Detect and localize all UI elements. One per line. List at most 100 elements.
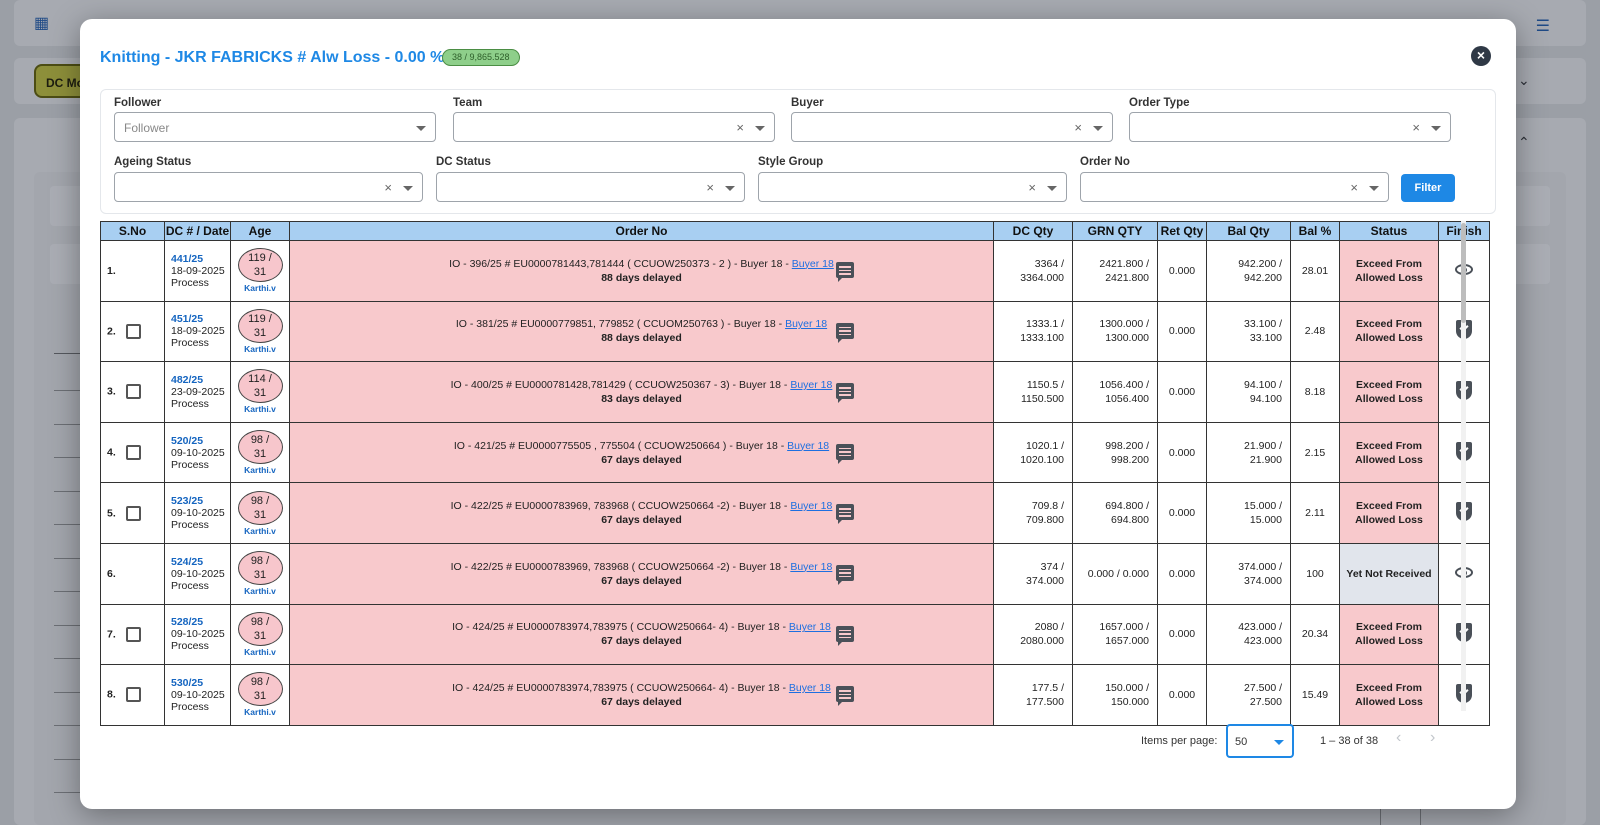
- table-row[interactable]: 4. 520/25 09-10-2025 Process 98 /31 Karthi.v I…: [100, 421, 1490, 484]
- dc-number-link[interactable]: 451/25: [171, 313, 204, 326]
- buyer-link[interactable]: Buyer 18: [788, 621, 831, 634]
- table-scrollbar[interactable]: [1461, 221, 1466, 711]
- clear-icon[interactable]: ×: [736, 120, 744, 135]
- dc-date: 23-09-2025: [171, 385, 225, 398]
- items-per-page-select[interactable]: 50: [1226, 724, 1294, 758]
- dc-number-link[interactable]: 530/25: [171, 676, 204, 689]
- table-row[interactable]: 1. 441/25 18-09-2025 Process 119 /31 Karthi.v…: [100, 240, 1490, 302]
- table-row[interactable]: 3. 482/25 23-09-2025 Process 114 /31 Karthi.v…: [100, 361, 1490, 423]
- clear-icon[interactable]: ×: [1350, 180, 1358, 195]
- table-row[interactable]: 7. 528/25 09-10-2025 Process 98 /31 Karthi.v I…: [100, 603, 1490, 666]
- items-per-page-label: Items per page:: [1141, 735, 1218, 747]
- close-icon[interactable]: ×: [1471, 46, 1491, 66]
- row-checkbox[interactable]: [125, 445, 141, 461]
- col-header-bal-qty[interactable]: Bal Qty: [1206, 221, 1291, 241]
- dc-number-link[interactable]: 441/25: [171, 252, 204, 265]
- order-line: IO - 421/25 # EU0000775505 , 775504 ( CC…: [290, 439, 993, 453]
- style-group-select[interactable]: ×: [758, 172, 1067, 202]
- follower-select[interactable]: Follower: [114, 112, 436, 142]
- buyer-link[interactable]: Buyer 18: [785, 318, 828, 331]
- cell-age: 98 /31 Karthi.v: [230, 603, 290, 666]
- col-header-order[interactable]: Order No: [289, 221, 994, 241]
- dc-number-link[interactable]: 520/25: [171, 434, 204, 447]
- dc-number-link[interactable]: 482/25: [171, 373, 204, 386]
- cell-ret-qty: 0.000: [1157, 482, 1207, 544]
- row-checkbox[interactable]: [125, 687, 141, 703]
- buyer-link[interactable]: Buyer 18: [788, 681, 831, 694]
- cell-bal-qty: 942.200 /942.200: [1206, 240, 1291, 302]
- comment-icon[interactable]: [836, 262, 854, 282]
- comment-icon[interactable]: [836, 322, 854, 343]
- filter-button[interactable]: Filter: [1401, 174, 1455, 202]
- delay-text: 67 days delayed: [601, 695, 682, 708]
- row-number: 1.: [107, 264, 116, 277]
- cell-ret-qty: 0.000: [1157, 421, 1207, 484]
- cell-ret-qty: 0.000: [1157, 542, 1207, 605]
- col-header-dc[interactable]: DC # / Date: [164, 221, 231, 241]
- cell-sno: 2.: [100, 300, 165, 363]
- follower-name: Karthi.v: [244, 525, 276, 536]
- comment-icon[interactable]: [836, 564, 854, 585]
- clear-icon[interactable]: ×: [706, 180, 714, 195]
- col-header-status[interactable]: Status: [1339, 221, 1439, 241]
- grn-qty-total: 150.000: [1111, 695, 1149, 708]
- follower-name: Karthi.v: [244, 465, 276, 476]
- clear-icon[interactable]: ×: [1412, 120, 1420, 135]
- team-select[interactable]: ×: [453, 112, 775, 142]
- buyer-link[interactable]: Buyer 18: [791, 257, 834, 270]
- buyer-link[interactable]: Buyer 18: [790, 500, 833, 513]
- clear-icon[interactable]: ×: [1028, 180, 1036, 195]
- cell-dc: 524/25 09-10-2025 Process: [164, 542, 231, 605]
- dc-number-link[interactable]: 523/25: [171, 495, 204, 508]
- dropdown-arrow-icon: [1274, 740, 1284, 745]
- next-page-icon[interactable]: ›: [1430, 729, 1436, 746]
- order-no-select[interactable]: ×: [1080, 172, 1389, 202]
- buyer-select[interactable]: ×: [791, 112, 1113, 142]
- age-days: 98 /: [250, 555, 270, 568]
- table-row[interactable]: 2. 451/25 18-09-2025 Process 119 /31 Karthi.v…: [100, 300, 1490, 363]
- row-checkbox[interactable]: [125, 323, 141, 339]
- follower-label: Follower: [114, 97, 162, 109]
- row-checkbox[interactable]: [125, 384, 141, 400]
- clear-icon[interactable]: ×: [1074, 120, 1082, 135]
- cell-status: Exceed From Allowed Loss: [1339, 421, 1439, 484]
- age-limit: 31: [253, 569, 267, 582]
- col-header-dc-qty[interactable]: DC Qty: [993, 221, 1073, 241]
- bal-qty-total: 423.000: [1244, 635, 1282, 648]
- comment-icon[interactable]: [836, 383, 854, 404]
- cell-bal-qty: 423.000 /423.000: [1206, 603, 1291, 666]
- dropdown-arrow-icon: [1431, 126, 1441, 131]
- col-header-age[interactable]: Age: [230, 221, 290, 241]
- dc-status-select[interactable]: ×: [436, 172, 745, 202]
- comment-icon[interactable]: [836, 504, 854, 525]
- grn-qty-total: 2421.800: [1105, 271, 1149, 284]
- status-text: Yet Not Received: [1346, 567, 1432, 580]
- clear-icon[interactable]: ×: [384, 180, 392, 195]
- table-row[interactable]: 5. 523/25 09-10-2025 Process 98 /31 Karthi.v I…: [100, 482, 1490, 544]
- row-checkbox[interactable]: [125, 626, 141, 642]
- dc-date: 09-10-2025: [171, 446, 225, 459]
- row-checkbox[interactable]: [125, 505, 141, 521]
- comment-icon[interactable]: [836, 443, 854, 464]
- dc-number-link[interactable]: 524/25: [171, 555, 204, 568]
- previous-page-icon[interactable]: ‹: [1396, 729, 1402, 746]
- age-badge: 98 /31: [237, 672, 283, 707]
- buyer-link[interactable]: Buyer 18: [790, 560, 833, 573]
- order-type-select[interactable]: ×: [1129, 112, 1451, 142]
- col-header-bal-pct[interactable]: Bal %: [1290, 221, 1340, 241]
- dc-number-link[interactable]: 528/25: [171, 616, 204, 629]
- age-badge: 98 /31: [237, 551, 283, 586]
- col-header-ret-qty[interactable]: Ret Qty: [1157, 221, 1207, 241]
- table-row[interactable]: 8. 530/25 09-10-2025 Process 98 /31 Karthi.v I…: [100, 664, 1490, 726]
- comment-icon[interactable]: [836, 686, 854, 707]
- comment-icon[interactable]: [836, 625, 854, 646]
- col-header-sno[interactable]: S.No: [100, 221, 165, 241]
- count-badge: 38 / 9,865.528: [442, 49, 520, 66]
- col-header-grn-qty[interactable]: GRN QTY: [1072, 221, 1158, 241]
- cell-status: Yet Not Received: [1339, 542, 1439, 605]
- buyer-link[interactable]: Buyer 18: [787, 439, 830, 452]
- buyer-link[interactable]: Buyer 18: [790, 378, 833, 391]
- table-row[interactable]: 6. 524/25 09-10-2025 Process 98 /31 Karthi.v I…: [100, 542, 1490, 605]
- grn-qty-value: 0.000 / 0.000: [1087, 567, 1149, 580]
- ageing-status-select[interactable]: ×: [114, 172, 423, 202]
